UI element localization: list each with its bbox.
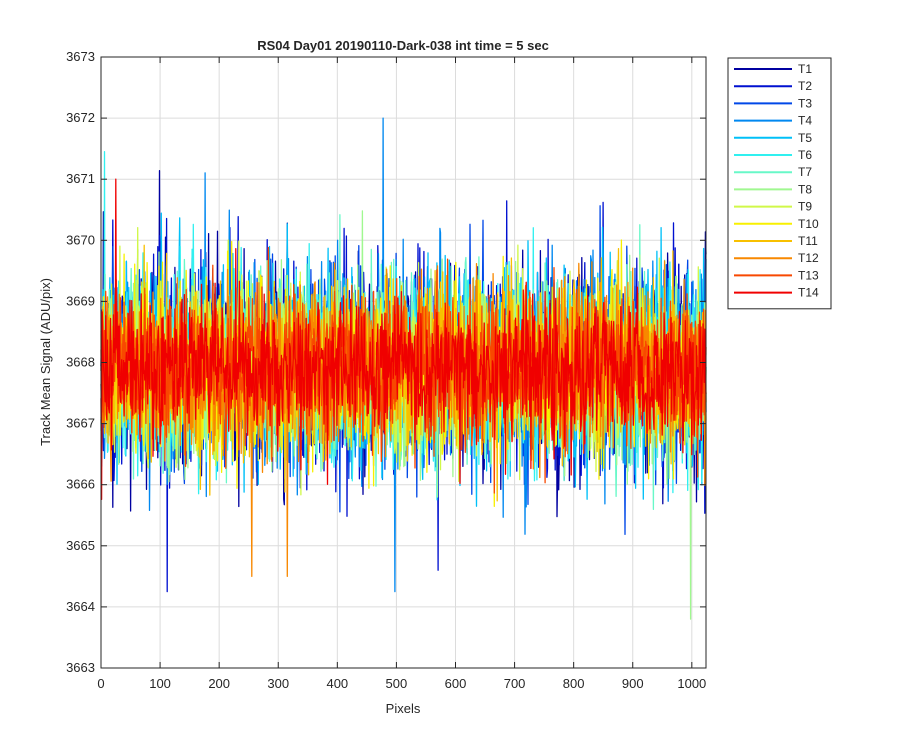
legend-label: T6: [798, 148, 812, 162]
x-tick-label: 700: [504, 676, 526, 691]
legend-label: T14: [798, 286, 819, 300]
legend: T1 T2 T3 T4 T5 T6 T7 T8 T9 T10 T11 T12 T13 T14: [727, 57, 832, 310]
x-tick-label: 300: [267, 676, 289, 691]
x-tick-label: 1000: [677, 676, 706, 691]
y-tick-label: 3667: [66, 416, 95, 431]
x-tick-label: 500: [386, 676, 408, 691]
legend-label: T3: [798, 96, 812, 110]
legend-label: T12: [798, 251, 819, 265]
x-tick-label: 100: [149, 676, 171, 691]
legend-label: T5: [798, 131, 812, 145]
x-tick-label: 800: [563, 676, 585, 691]
x-tick-label: 900: [622, 676, 644, 691]
y-tick-label: 3665: [66, 538, 95, 553]
x-axis-label: Pixels: [386, 701, 421, 716]
x-tick-label: 0: [97, 676, 104, 691]
legend-label: T8: [798, 182, 812, 196]
x-tick-label: 600: [445, 676, 467, 691]
legend-label: T10: [798, 217, 819, 231]
legend-label: T13: [798, 268, 819, 282]
legend-box: [727, 57, 832, 310]
legend-label: T4: [798, 114, 812, 128]
series-line-t14: [100, 178, 707, 501]
y-tick-label: 3670: [66, 232, 95, 247]
series-layer: [100, 117, 707, 620]
legend-label: T7: [798, 165, 812, 179]
y-tick-label: 3666: [66, 477, 95, 492]
y-tick-label: 3671: [66, 171, 95, 186]
y-tick-label: 3673: [66, 49, 95, 64]
y-axis-label: Track Mean Signal (ADU/pix): [38, 278, 53, 446]
x-tick-label: 400: [326, 676, 348, 691]
y-tick-label: 3663: [66, 660, 95, 675]
y-tick-label: 3672: [66, 110, 95, 125]
y-tick-label: 3668: [66, 355, 95, 370]
legend-label: T9: [798, 200, 812, 214]
legend-label: T1: [798, 62, 812, 76]
legend-label: T11: [798, 234, 818, 248]
x-tick-label: 200: [208, 676, 230, 691]
y-tick-label: 3664: [66, 599, 95, 614]
legend-label: T2: [798, 79, 812, 93]
chart-title: RS04 Day01 20190110-Dark-038 int time = …: [257, 38, 549, 53]
axis-ticks: 0 100 200 300 400 500 600 700 800 900 1000 3663 3664…: [66, 49, 706, 691]
y-tick-label: 3669: [66, 293, 95, 308]
